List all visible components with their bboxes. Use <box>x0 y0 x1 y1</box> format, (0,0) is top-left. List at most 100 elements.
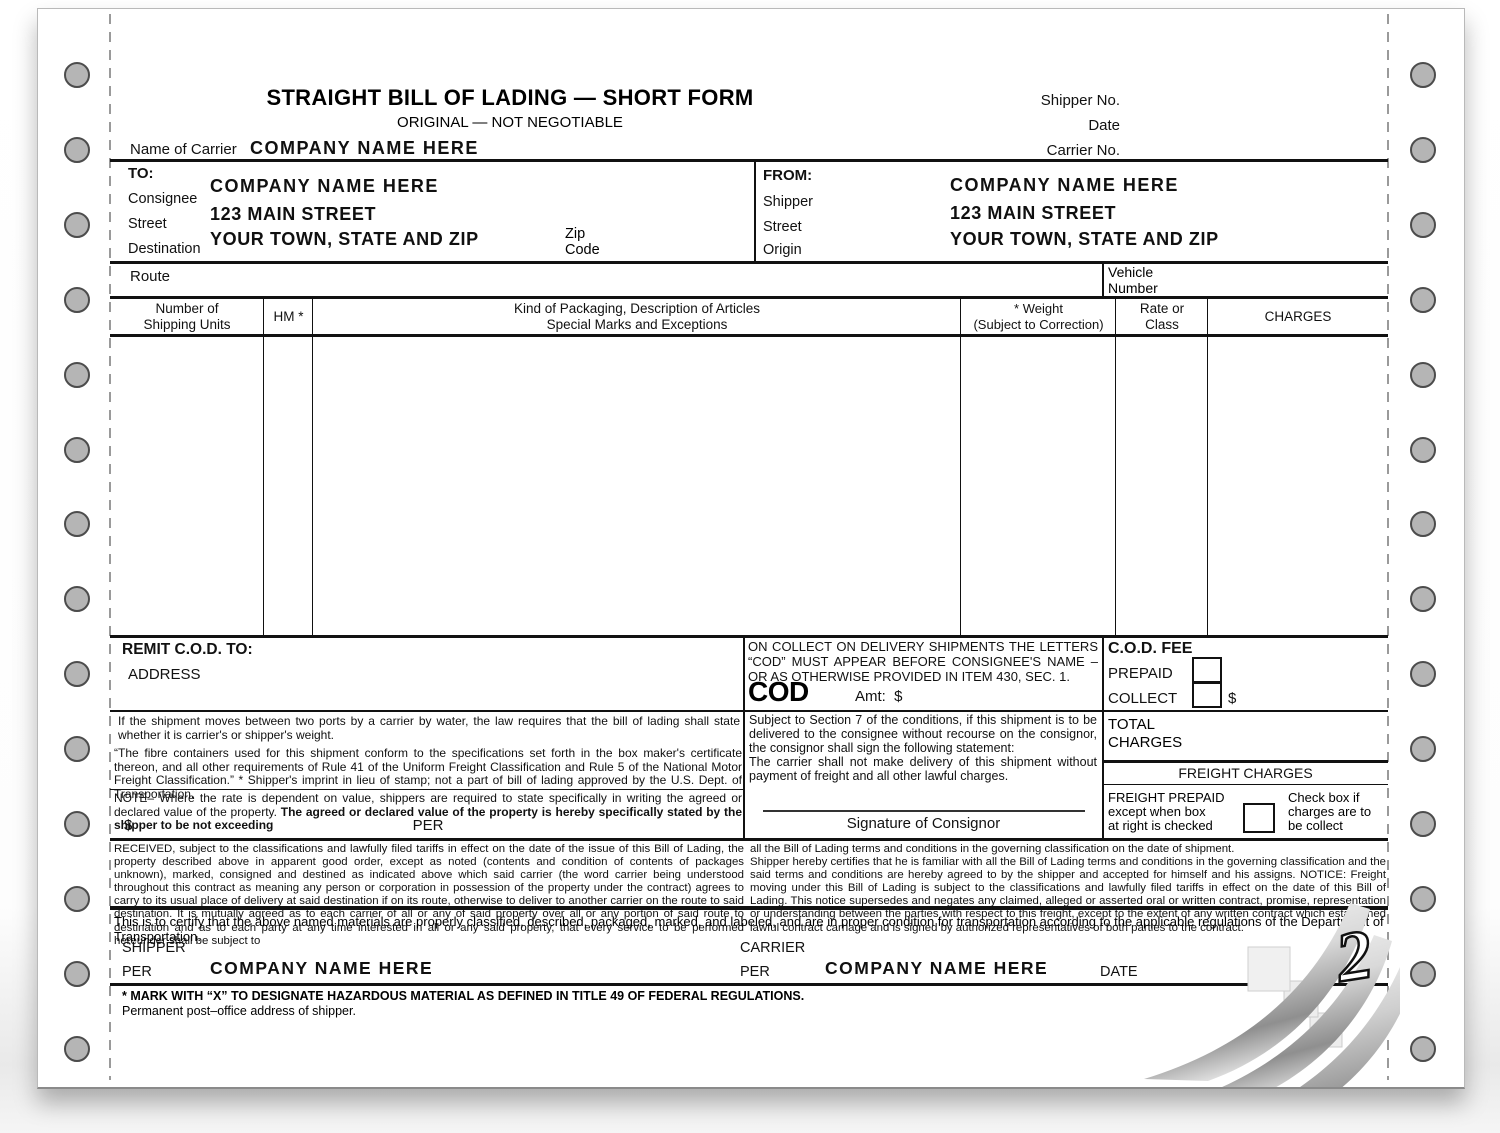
tractor-feed-hole <box>64 286 90 313</box>
freight-collect-line1: Check box if <box>1288 790 1360 805</box>
cod-fee-collect-checkbox[interactable] <box>1192 682 1222 708</box>
from-shipper-label: Shipper <box>763 194 813 210</box>
freight-collect-checkbox[interactable] <box>1243 803 1275 833</box>
divider-line <box>110 334 1388 337</box>
remit-cod-heading: REMIT C.O.D. TO: <box>122 641 253 658</box>
tractor-feed-hole <box>1410 286 1436 313</box>
cod-notice: ON COLLECT ON DELIVERY SHIPMENTS THE LET… <box>748 639 1098 684</box>
route-field[interactable] <box>190 265 1090 295</box>
cell-shipping-units[interactable] <box>110 337 263 635</box>
divider-line <box>743 635 745 840</box>
section7-statement: Subject to Section 7 of the conditions, … <box>749 713 1097 784</box>
divider-line <box>110 159 1388 162</box>
tractor-feed-hole <box>64 1035 90 1062</box>
tractor-feed-hole <box>1410 811 1436 837</box>
divider-line <box>110 789 744 790</box>
vehicle-label-line2: Number <box>1108 279 1158 296</box>
section7-paragraph2: The carrier shall not make delivery of t… <box>749 754 1097 783</box>
vehicle-label-line1: Vehicle <box>1108 264 1154 280</box>
total-charges-line1: TOTAL <box>1108 716 1155 733</box>
cod-amount-field[interactable] <box>915 685 1095 707</box>
total-charges-label: TOTAL CHARGES <box>1108 716 1182 751</box>
cell-description[interactable] <box>313 337 960 635</box>
tractor-feed-hole <box>1410 661 1436 688</box>
declared-value-note-bold: The agreed or declared value of the prop… <box>114 804 743 833</box>
shipper-city-value[interactable]: YOUR TOWN, STATE AND ZIP <box>950 229 1219 249</box>
tractor-feed-hole <box>64 62 90 88</box>
tractor-feed-hole <box>64 960 90 987</box>
divider-line <box>110 710 1388 712</box>
vehicle-number-label: Vehicle Number <box>1108 264 1158 296</box>
col-header-line: Number of <box>155 301 219 316</box>
col-header-line: Kind of Packaging, Description of Articl… <box>513 301 761 316</box>
divider-line <box>754 159 756 263</box>
section7-paragraph1: Subject to Section 7 of the conditions, … <box>749 713 1097 755</box>
divider-line <box>110 906 1388 910</box>
shipper-street-value[interactable]: 123 MAIN STREET <box>950 203 1117 223</box>
carrier-signature-company[interactable]: COMPANY NAME HERE <box>825 958 1049 978</box>
curl-sheet-1 <box>1144 903 1370 1081</box>
shipper-company-value[interactable]: COMPANY NAME HERE <box>950 175 1179 195</box>
tractor-feed-hole <box>64 661 90 688</box>
consignee-city-value[interactable]: YOUR TOWN, STATE AND ZIP <box>210 229 479 249</box>
consignee-company-value[interactable]: COMPANY NAME HERE <box>210 176 439 196</box>
consignor-signature-line[interactable] <box>763 810 1085 812</box>
signature-of-consignor-label: Signature of Consignor <box>846 815 1001 832</box>
cell-charges[interactable] <box>1208 337 1388 635</box>
zip-code-field[interactable] <box>640 226 750 256</box>
page-curl-graphic: 2 <box>1144 903 1400 1087</box>
col-header-line: (Subject to Correction) <box>973 317 1104 332</box>
consignee-street-value[interactable]: 123 MAIN STREET <box>210 204 377 224</box>
divider-line <box>263 296 264 637</box>
remit-address-field[interactable] <box>220 660 720 705</box>
cod-big-label: COD <box>748 676 809 707</box>
from-origin-label: Origin <box>763 242 802 258</box>
total-charges-line2: CHARGES <box>1108 733 1183 751</box>
tractor-feed-hole <box>1410 1035 1436 1062</box>
freight-prepaid-label: FREIGHT PREPAID except when box at right… <box>1108 790 1225 834</box>
col-header-line: Shipping Units <box>143 317 231 332</box>
divider-line <box>110 296 1388 299</box>
shipper-signature-company[interactable]: COMPANY NAME HERE <box>210 958 434 978</box>
water-shipment-note: If the shipment moves between two ports … <box>118 714 740 742</box>
perforation-line-right <box>1387 14 1389 1080</box>
freight-collect-label: Check box if charges are to be collect <box>1288 790 1371 834</box>
zip-label-line2: Code <box>565 242 600 258</box>
date-field[interactable] <box>1125 117 1380 137</box>
route-label: Route <box>130 268 171 285</box>
freight-collect-line3: be collect <box>1288 818 1343 834</box>
to-consignee-label: Consignee <box>128 191 198 207</box>
col-header-line: Rate or <box>1139 301 1185 316</box>
divider-line <box>1115 296 1116 637</box>
cell-hm[interactable] <box>264 337 312 635</box>
date-label: Date <box>1088 117 1120 134</box>
divider-line <box>110 635 1388 638</box>
cod-fee-prepaid-checkbox[interactable] <box>1192 657 1222 683</box>
vehicle-number-field[interactable] <box>1180 265 1380 295</box>
zip-code-label: Zip Code <box>565 226 600 258</box>
tractor-feed-hole <box>64 211 90 238</box>
carrier-per-label: PER <box>740 964 770 980</box>
divider-line <box>1102 261 1104 297</box>
cell-rate-class[interactable] <box>1116 337 1207 635</box>
total-charges-field[interactable] <box>1205 716 1380 756</box>
col-header-shipping-units: Number of Shipping Units <box>110 301 264 333</box>
to-heading: TO: <box>128 165 154 182</box>
shipper-no-field[interactable] <box>1125 92 1380 112</box>
tractor-feed-hole <box>1410 62 1436 88</box>
tractor-feed-hole <box>1410 586 1436 613</box>
cod-amount-label: Amt: $ <box>855 688 903 705</box>
col-header-rate-class: Rate or Class <box>1116 301 1208 333</box>
cell-weight[interactable] <box>961 337 1115 635</box>
shipper-signature-label: SHIPPER <box>122 940 186 956</box>
tractor-feed-hole <box>1410 436 1436 463</box>
tractor-feed-hole <box>1410 211 1436 238</box>
col-header-line: Class <box>1145 317 1179 332</box>
cod-fee-amount-field[interactable] <box>1242 686 1372 708</box>
tractor-feed-hole <box>64 736 90 763</box>
hazmat-note: * MARK WITH “X” TO DESIGNATE HAZARDOUS M… <box>122 989 805 1003</box>
divider-line <box>1102 635 1104 840</box>
tractor-feed-hole <box>1410 736 1436 763</box>
shipper-per-label: PER <box>122 964 152 980</box>
tractor-feed-hole <box>1410 136 1436 163</box>
